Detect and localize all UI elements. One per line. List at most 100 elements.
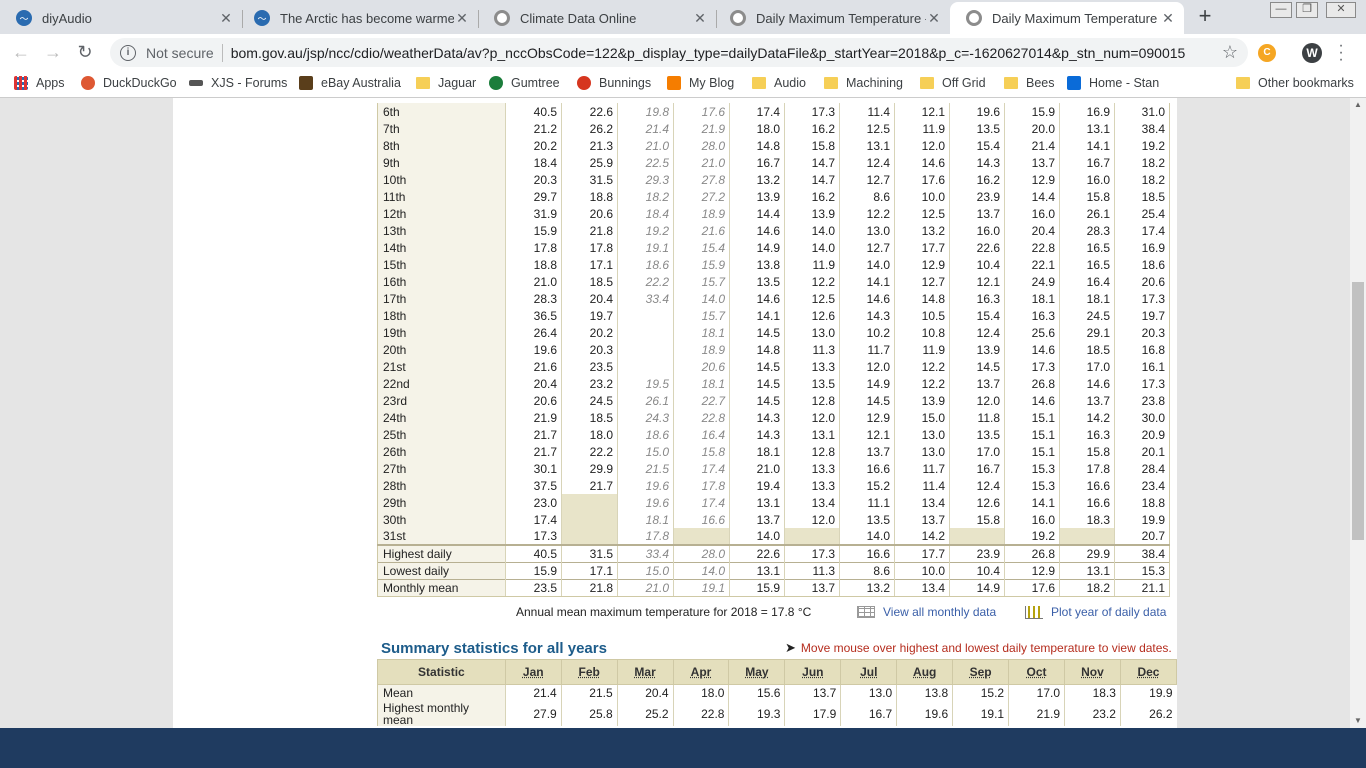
summary-cell[interactable]: 14.9	[949, 578, 1005, 597]
summary-cell[interactable]: 16.6	[839, 544, 895, 562]
summary-cell[interactable]: 22.6	[729, 544, 785, 562]
reload-icon[interactable]: ↻	[77, 42, 93, 62]
close-icon[interactable]: ✕	[456, 9, 468, 26]
scroll-down-arrow-icon[interactable]: ▼	[1354, 716, 1362, 725]
summary-cell[interactable]: 11.3	[784, 561, 840, 579]
summary-cell[interactable]: 38.4	[1114, 544, 1170, 562]
summary-cell[interactable]: 29.9	[1059, 544, 1115, 562]
summary-cell[interactable]: 19.1	[673, 578, 730, 597]
month-header-jan[interactable]: Jan	[504, 659, 562, 685]
bookmark-off-grid[interactable]: Off Grid	[920, 76, 986, 90]
bookmark-machining[interactable]: Machining	[824, 76, 903, 90]
month-header-dec[interactable]: Dec	[1119, 659, 1178, 685]
bookmark-apps[interactable]: Apps	[14, 76, 65, 90]
scroll-up-arrow-icon[interactable]: ▲	[1354, 100, 1362, 109]
close-icon[interactable]: ✕	[1162, 9, 1174, 26]
table-cell: 20.7	[1114, 528, 1170, 546]
summary-cell[interactable]: 28.0	[673, 544, 730, 562]
summary-cell[interactable]: 21.1	[1114, 578, 1170, 597]
security-label[interactable]: Not secure	[146, 44, 214, 61]
tab-climate-data-online[interactable]: Climate Data Online ✕	[478, 2, 716, 34]
summary-cell[interactable]: 13.2	[839, 578, 895, 597]
summary-cell[interactable]: 33.4	[617, 544, 674, 562]
summary-cell[interactable]: 14.0	[673, 561, 730, 579]
month-header-jun[interactable]: Jun	[784, 659, 842, 685]
summary-cell[interactable]: 17.7	[894, 544, 950, 562]
view-monthly-link[interactable]: View all monthly data	[857, 605, 996, 619]
info-icon[interactable]: i	[120, 44, 136, 61]
tab-diyaudio[interactable]: 〜 diyAudio ✕	[0, 2, 242, 34]
back-arrow-icon[interactable]: ←	[12, 42, 30, 62]
new-tab-button[interactable]: +	[1198, 3, 1212, 28]
month-header-nov[interactable]: Nov	[1064, 659, 1121, 685]
plot-daily-label[interactable]: Plot year of daily data	[1051, 605, 1167, 619]
summary-cell[interactable]: 13.4	[894, 578, 950, 597]
month-header-aug[interactable]: Aug	[896, 659, 954, 685]
summary-cell[interactable]: 21.8	[561, 578, 618, 597]
month-header-jul[interactable]: Jul	[840, 659, 898, 685]
month-header-apr[interactable]: Apr	[672, 659, 730, 685]
bookmark-ebay[interactable]: eBay Australia	[299, 76, 401, 90]
bookmark-bees[interactable]: Bees	[1004, 76, 1055, 90]
month-header-may[interactable]: May	[728, 659, 786, 685]
scrollbar-thumb[interactable]	[1352, 282, 1364, 540]
summary-cell[interactable]: 40.5	[505, 544, 562, 562]
bookmark-other[interactable]: Other bookmarks	[1236, 76, 1354, 90]
summary-cell[interactable]: 8.6	[839, 561, 895, 579]
forward-arrow-icon[interactable]: →	[44, 42, 62, 62]
bookmark-xjs-forums[interactable]: XJS - Forums	[189, 76, 287, 90]
summary-cell[interactable]: 10.4	[949, 561, 1005, 579]
bookmark-home-stan[interactable]: Home - Stan	[1067, 76, 1159, 90]
day-label: 7th	[377, 120, 506, 137]
month-header-oct[interactable]: Oct	[1008, 659, 1065, 685]
summary-cell[interactable]: 18.2	[1059, 578, 1115, 597]
close-icon[interactable]: ✕	[694, 9, 706, 26]
bookmark-gumtree[interactable]: Gumtree	[489, 76, 560, 90]
plot-daily-link[interactable]: Plot year of daily data	[1025, 605, 1166, 619]
table-cell: 14.5	[839, 392, 895, 409]
summary-cell[interactable]: 15.9	[505, 561, 562, 579]
statistic-cell: 13.0	[840, 684, 897, 702]
bookmark-bunnings[interactable]: Bunnings	[577, 76, 651, 90]
summary-cell[interactable]: 13.7	[784, 578, 840, 597]
extension-icon[interactable]: C	[1258, 44, 1276, 62]
profile-avatar[interactable]: W	[1302, 43, 1322, 63]
address-bar[interactable]: i Not secure bom.gov.au/jsp/ncc/cdio/wea…	[110, 38, 1248, 67]
summary-cell[interactable]: 13.1	[1059, 561, 1115, 579]
summary-cell[interactable]: 15.0	[617, 561, 674, 579]
bookmark-star-icon[interactable]: ☆	[1221, 42, 1238, 62]
menu-dots-icon[interactable]: · · ·	[1338, 37, 1344, 68]
url-text[interactable]: bom.gov.au/jsp/ncc/cdio/weatherData/av?p…	[230, 44, 1186, 61]
summary-cell[interactable]: 17.3	[784, 544, 840, 562]
minimize-button[interactable]: —	[1270, 2, 1292, 18]
restore-button[interactable]: ❐	[1296, 2, 1318, 18]
summary-cell[interactable]: 15.3	[1114, 561, 1170, 579]
bookmark-my-blog[interactable]: My Blog	[667, 76, 734, 90]
bookmark-jaguar[interactable]: Jaguar	[416, 76, 476, 90]
summary-cell[interactable]: 17.1	[561, 561, 618, 579]
summary-cell[interactable]: 10.0	[894, 561, 950, 579]
summary-cell[interactable]: 23.5	[505, 578, 562, 597]
close-icon[interactable]: ✕	[220, 9, 232, 26]
tab-daily-max-temp-active[interactable]: Daily Maximum Temperature - C ✕	[950, 2, 1184, 34]
tab-daily-max-temp-1[interactable]: Daily Maximum Temperature - C ✕	[714, 2, 950, 34]
summary-cell[interactable]: 23.9	[949, 544, 1005, 562]
summary-cell[interactable]: 31.5	[561, 544, 618, 562]
bookmark-duckduckgo[interactable]: DuckDuckGo	[81, 76, 177, 90]
bookmark-audio[interactable]: Audio	[752, 76, 806, 90]
close-icon[interactable]: ✕	[928, 9, 940, 26]
month-header-sep[interactable]: Sep	[952, 659, 1010, 685]
window-close-button[interactable]: ✕	[1326, 2, 1356, 18]
summary-cell[interactable]: 26.8	[1004, 544, 1060, 562]
summary-cell[interactable]: 13.1	[729, 561, 785, 579]
summary-cell[interactable]: 21.0	[617, 578, 674, 597]
summary-cell[interactable]: 17.6	[1004, 578, 1060, 597]
tab-arctic-warmer[interactable]: 〜 The Arctic has become warmer t ✕	[238, 2, 478, 34]
view-monthly-label[interactable]: View all monthly data	[883, 605, 997, 619]
summary-cell[interactable]: 12.9	[1004, 561, 1060, 579]
vertical-scrollbar[interactable]: ▲ ▼	[1350, 98, 1366, 728]
statistic-label: Highest monthly mean	[377, 701, 506, 726]
month-header-feb[interactable]: Feb	[560, 659, 618, 685]
month-header-mar[interactable]: Mar	[616, 659, 674, 685]
summary-cell[interactable]: 15.9	[729, 578, 785, 597]
